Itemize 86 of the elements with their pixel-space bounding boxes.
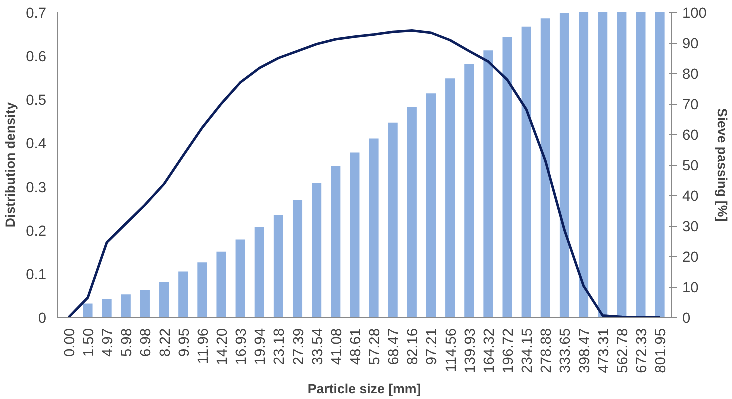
y-tick-label: 0.4 bbox=[26, 136, 46, 153]
bar bbox=[160, 282, 170, 318]
bar bbox=[369, 138, 379, 318]
x-tick-label: 82.16 bbox=[406, 328, 422, 366]
bar bbox=[254, 228, 264, 318]
bar bbox=[102, 299, 112, 318]
bar bbox=[484, 50, 494, 318]
bar bbox=[236, 240, 246, 318]
x-tick-label: 473.31 bbox=[596, 328, 612, 374]
x-tick-label: 801.95 bbox=[654, 328, 670, 374]
y2-tick-label: 70 bbox=[682, 98, 699, 114]
x-tick-label: 97.21 bbox=[424, 328, 441, 366]
y2-tick-label: 30 bbox=[682, 220, 699, 236]
x-tick-label: 19.94 bbox=[253, 328, 270, 366]
x-tick-label: 4.97 bbox=[100, 328, 117, 358]
y2-tick-label: 50 bbox=[682, 158, 699, 174]
x-tick-label: 562.78 bbox=[615, 328, 632, 374]
y2-axis-title: Sieve passing [%] bbox=[714, 108, 730, 222]
bar bbox=[560, 13, 570, 318]
bar bbox=[178, 272, 188, 318]
x-tick-label: 33.54 bbox=[310, 328, 326, 366]
bar bbox=[579, 12, 589, 318]
bar bbox=[655, 12, 665, 318]
bar bbox=[617, 12, 627, 318]
x-tick-label: 0.00 bbox=[62, 328, 78, 358]
bar bbox=[502, 37, 512, 318]
bar bbox=[216, 252, 226, 318]
bar bbox=[446, 78, 456, 318]
y-tick-label: 0.7 bbox=[26, 6, 46, 22]
y2-tick-label: 10 bbox=[682, 280, 699, 296]
y-tick-label: 0 bbox=[38, 311, 47, 327]
x-tick-label: 14.20 bbox=[214, 328, 231, 366]
bar bbox=[522, 26, 532, 318]
bar bbox=[331, 166, 341, 318]
y-axis-title: Distribution density bbox=[3, 102, 18, 228]
x-tick-label: 8.22 bbox=[158, 328, 174, 358]
bar bbox=[274, 215, 284, 318]
y2-tick-label: 100 bbox=[682, 6, 707, 22]
x-tick-label: 278.88 bbox=[539, 328, 556, 374]
x-tick-label: 114.56 bbox=[444, 328, 460, 372]
y-tick-label: 0.6 bbox=[26, 50, 46, 66]
x-tick-label: 27.39 bbox=[291, 328, 308, 366]
bar bbox=[636, 12, 646, 318]
bar bbox=[388, 122, 398, 318]
y2-tick-label: 60 bbox=[682, 128, 699, 144]
x-tick-label: 398.47 bbox=[577, 328, 594, 374]
x-tick-label: 23.18 bbox=[272, 328, 288, 366]
bar bbox=[198, 262, 208, 318]
bar bbox=[121, 294, 131, 318]
x-tick-label: 672.33 bbox=[634, 328, 650, 374]
bar bbox=[292, 200, 303, 318]
bar bbox=[598, 12, 608, 318]
bar bbox=[83, 304, 93, 318]
y-tick-label: 0.5 bbox=[26, 93, 46, 110]
y-tick-label: 0.1 bbox=[26, 267, 46, 284]
y-tick-label: 0.2 bbox=[26, 224, 46, 240]
y-tick-label: 0.3 bbox=[26, 180, 46, 196]
y2-tick-label: 0 bbox=[682, 311, 691, 327]
bar bbox=[426, 94, 436, 318]
x-tick-label: 234.15 bbox=[520, 328, 536, 374]
x-axis-title: Particle size [mm] bbox=[308, 381, 422, 396]
bar bbox=[140, 290, 150, 318]
bar bbox=[312, 183, 322, 318]
y2-tick-label: 90 bbox=[682, 36, 699, 52]
x-tick-label: 57.28 bbox=[368, 328, 384, 366]
x-tick-label: 41.08 bbox=[329, 328, 346, 366]
y2-tick-label: 20 bbox=[682, 250, 699, 266]
y2-tick-label: 40 bbox=[682, 189, 699, 205]
x-tick-label: 6.98 bbox=[138, 328, 155, 358]
x-tick-label: 139.93 bbox=[462, 328, 479, 374]
bar bbox=[407, 107, 417, 318]
x-tick-label: 5.98 bbox=[120, 328, 136, 358]
x-tick-label: 1.50 bbox=[82, 328, 98, 358]
x-tick-label: 196.72 bbox=[501, 328, 518, 374]
bar bbox=[350, 152, 360, 318]
y2-tick-label: 80 bbox=[682, 67, 699, 83]
x-tick-label: 68.47 bbox=[386, 328, 403, 366]
x-tick-label: 48.61 bbox=[348, 328, 364, 366]
x-tick-label: 164.32 bbox=[482, 328, 498, 374]
x-tick-label: 11.96 bbox=[196, 328, 212, 364]
x-tick-label: 9.95 bbox=[176, 328, 193, 358]
bar bbox=[540, 18, 550, 318]
x-tick-label: 16.93 bbox=[234, 328, 250, 366]
line-series bbox=[68, 30, 662, 318]
bar bbox=[464, 64, 474, 318]
x-tick-label: 333.65 bbox=[558, 328, 574, 374]
